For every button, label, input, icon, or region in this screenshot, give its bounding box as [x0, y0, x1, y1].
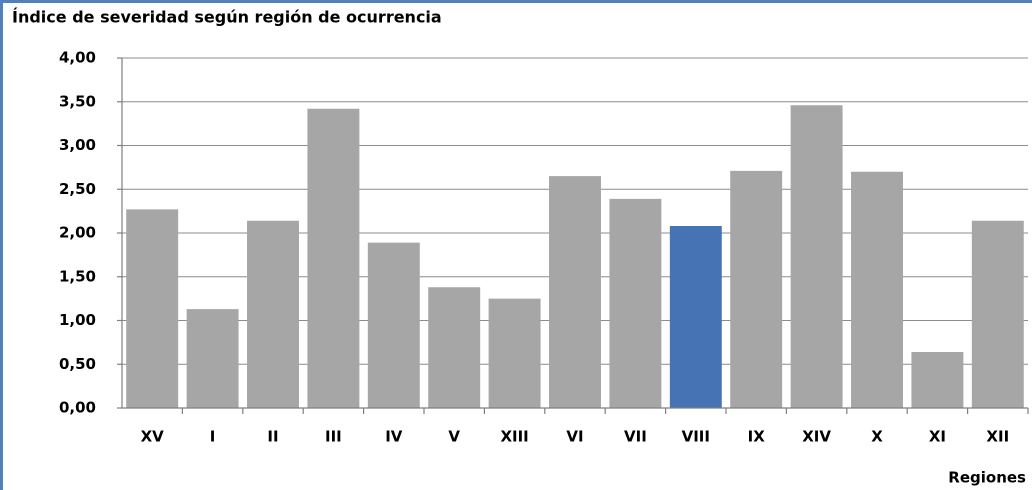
bar: [669, 226, 722, 408]
x-tick-label: XI: [929, 428, 946, 446]
x-tick-label: IV: [385, 428, 403, 446]
bar: [911, 352, 964, 408]
bar: [428, 287, 481, 408]
x-tick-label: X: [871, 428, 883, 446]
bar: [851, 171, 903, 408]
x-tick-label: XII: [986, 428, 1009, 446]
x-tick-label: III: [325, 428, 342, 446]
y-tick-label: 0,00: [59, 399, 96, 417]
bar: [730, 170, 783, 408]
y-tick-label: 3,00: [59, 136, 96, 154]
chart-title: Índice de severidad según región de ocur…: [12, 8, 442, 27]
x-tick-label: II: [267, 428, 278, 446]
x-tick-label: VII: [624, 428, 647, 446]
x-tick-label: VI: [566, 428, 583, 446]
y-tick-label: 4,00: [59, 49, 96, 67]
y-tick-label: 2,50: [59, 180, 96, 198]
x-tick-label: IX: [748, 428, 766, 446]
bar: [307, 108, 360, 408]
bar: [186, 309, 239, 408]
x-tick-label: VIII: [682, 428, 710, 446]
x-tick-label: XIV: [802, 428, 831, 446]
bar: [790, 105, 843, 408]
bar: [609, 198, 662, 408]
bar: [971, 220, 1024, 408]
x-tick-label: XV: [141, 428, 165, 446]
bar: [488, 298, 541, 408]
y-tick-label: 0,50: [59, 355, 96, 373]
bar: [367, 242, 420, 408]
x-tick-label: XIII: [500, 428, 528, 446]
x-tick-label: I: [210, 428, 216, 446]
y-tick-label: 1,00: [59, 311, 96, 329]
bar: [549, 176, 601, 408]
y-tick-label: 1,50: [59, 267, 96, 285]
x-axis-label: Regiones: [948, 469, 1026, 487]
y-tick-label: 2,00: [59, 224, 96, 242]
bar: [126, 209, 179, 408]
x-tick-label: V: [448, 428, 460, 446]
y-tick-label: 3,50: [59, 92, 96, 110]
bar: [247, 220, 299, 408]
